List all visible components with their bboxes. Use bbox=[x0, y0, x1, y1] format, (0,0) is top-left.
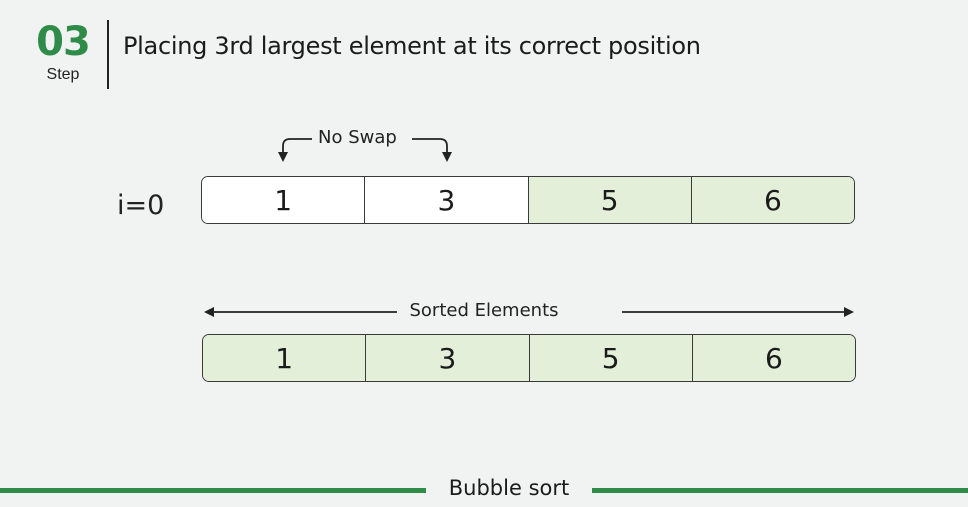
array-cell: 6 bbox=[690, 177, 854, 223]
comparison-label: No Swap bbox=[318, 127, 397, 148]
sorted-array-cell: 6 bbox=[691, 335, 855, 381]
footer-line-left bbox=[0, 488, 426, 493]
sorted-array: 1 3 5 6 bbox=[202, 334, 856, 382]
current-array: 1 3 5 6 bbox=[201, 176, 855, 224]
swap-arrow-right-icon bbox=[412, 138, 452, 162]
sorted-array-cell: 1 bbox=[203, 335, 366, 381]
step-divider bbox=[107, 20, 109, 89]
footer-label: Bubble sort bbox=[448, 476, 570, 500]
array-cell: 1 bbox=[202, 177, 365, 223]
iteration-label: i=0 bbox=[117, 190, 165, 221]
step-label: Step bbox=[46, 66, 80, 83]
array-cell: 3 bbox=[364, 177, 528, 223]
footer-line-right bbox=[592, 488, 968, 493]
sorted-array-cell: 5 bbox=[528, 335, 692, 381]
step-number: 03 bbox=[36, 19, 91, 65]
step-title: Placing 3rd largest element at its corre… bbox=[123, 32, 701, 60]
swap-arrow-left-icon bbox=[278, 138, 312, 162]
array-cell: 5 bbox=[527, 177, 691, 223]
sorted-section-label-text: Sorted Elements bbox=[397, 300, 571, 321]
sorted-array-cell: 3 bbox=[365, 335, 529, 381]
sorted-section-label: Sorted Elements bbox=[0, 300, 968, 321]
